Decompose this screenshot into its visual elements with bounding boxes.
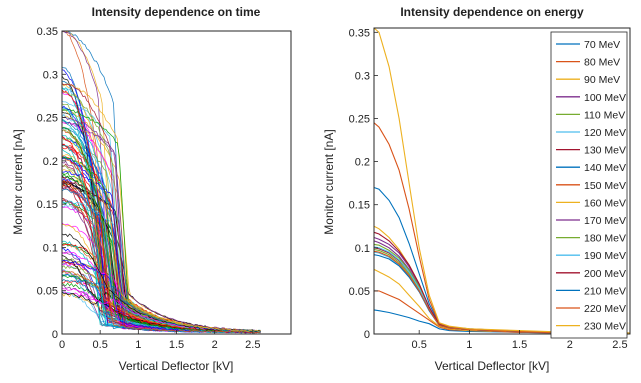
y-tick-label: 0.35 xyxy=(349,27,370,39)
legend-box xyxy=(550,31,628,339)
time-run-series-line xyxy=(61,179,261,334)
y-tick-label: 0.15 xyxy=(349,200,370,212)
legend-entry-label: 200 MeV xyxy=(584,268,626,280)
legend-entry-label: 230 MeV xyxy=(584,321,626,333)
x-tick-label: 1 xyxy=(466,339,472,351)
legend-entry-label: 180 MeV xyxy=(584,233,626,245)
energy-chart-ylabel: Monitor current [nA] xyxy=(322,129,336,234)
time-run-series-line xyxy=(61,172,261,333)
energy-chart-ticks: 0.5 1 1.5 2 2.5 0 0.05 0.1 0.15 0.2 0.25 0.3 0.35 xyxy=(349,27,628,351)
time-chart-xlabel: Vertical Deflector [kV] xyxy=(119,359,234,373)
y-tick-label: 0.2 xyxy=(43,156,58,168)
x-tick-label: 0.5 xyxy=(93,339,108,351)
legend-entry-label: 170 MeV xyxy=(584,215,626,227)
y-tick-label: 0.3 xyxy=(43,69,58,81)
time-run-series-line xyxy=(61,120,261,332)
x-tick-label: 0 xyxy=(59,339,65,351)
legend-entry-label: 220 MeV xyxy=(584,303,626,315)
time-run-series-line xyxy=(62,116,261,333)
legend-entry-label: 120 MeV xyxy=(584,127,626,139)
time-run-series-line xyxy=(61,115,261,333)
legend-entry-label: 100 MeV xyxy=(584,92,626,104)
y-tick-label: 0 xyxy=(52,329,58,341)
y-tick-label: 0.15 xyxy=(37,199,58,211)
legend-entry-label: 210 MeV xyxy=(584,285,626,297)
legend-entry-label: 70 MeV xyxy=(584,39,620,51)
x-tick-label: 0.5 xyxy=(412,339,427,351)
energy-chart-panel: Intensity dependence on energy Monitor c… xyxy=(322,5,631,373)
energy-chart-legend: 70 MeV 80 MeV 90 MeV 100 MeV 110 MeV 120 MeV 1… xyxy=(550,31,628,339)
time-chart-ylabel: Monitor current [nA] xyxy=(11,129,25,234)
y-tick-label: 0.25 xyxy=(349,114,370,126)
x-tick-label: 2.5 xyxy=(612,339,627,351)
time-run-series-line xyxy=(61,109,261,332)
energy-chart-axes-box xyxy=(373,27,631,335)
y-tick-label: 0.1 xyxy=(355,243,370,255)
x-tick-label: 1 xyxy=(135,339,141,351)
energy-chart-title: Intensity dependence on energy xyxy=(400,5,584,19)
x-tick-label: 1.5 xyxy=(169,339,184,351)
legend-entry-label: 140 MeV xyxy=(584,162,626,174)
time-run-series-line xyxy=(62,109,261,333)
time-run-series-line xyxy=(61,206,261,333)
y-tick-label: 0.05 xyxy=(349,286,370,298)
y-tick-label: 0 xyxy=(364,329,370,341)
x-tick-label: 2 xyxy=(567,339,573,351)
y-tick-label: 0.25 xyxy=(37,113,58,125)
y-tick-label: 0.35 xyxy=(37,26,58,38)
legend-entry-label: 160 MeV xyxy=(584,197,626,209)
legend-entry-label: 190 MeV xyxy=(584,250,626,262)
legend-entry-label: 150 MeV xyxy=(584,180,626,192)
time-chart-series-group xyxy=(61,30,261,334)
x-tick-label: 2.5 xyxy=(245,339,260,351)
time-run-series-line xyxy=(61,119,261,334)
legend-entry-label: 90 MeV xyxy=(584,74,620,86)
time-chart-axes-box xyxy=(61,30,292,335)
time-chart-panel: Intensity dependence on time Monitor cur… xyxy=(11,5,292,373)
x-tick-label: 1.5 xyxy=(512,339,527,351)
y-tick-label: 0.2 xyxy=(355,157,370,169)
time-run-series-line xyxy=(61,118,261,333)
legend-entry-label: 80 MeV xyxy=(584,57,620,69)
x-tick-label: 2 xyxy=(212,339,218,351)
time-run-series-line xyxy=(61,154,261,332)
time-chart-title: Intensity dependence on time xyxy=(92,5,261,19)
time-run-series-line xyxy=(61,200,261,332)
legend-entry-label: 110 MeV xyxy=(584,109,625,121)
time-run-series-line xyxy=(61,126,261,333)
y-tick-label: 0.1 xyxy=(43,242,58,254)
y-tick-label: 0.05 xyxy=(37,286,58,298)
energy-chart-xlabel: Vertical Deflector [kV] xyxy=(435,359,550,373)
legend-entry-label: 130 MeV xyxy=(584,145,626,157)
y-tick-label: 0.3 xyxy=(355,70,370,82)
